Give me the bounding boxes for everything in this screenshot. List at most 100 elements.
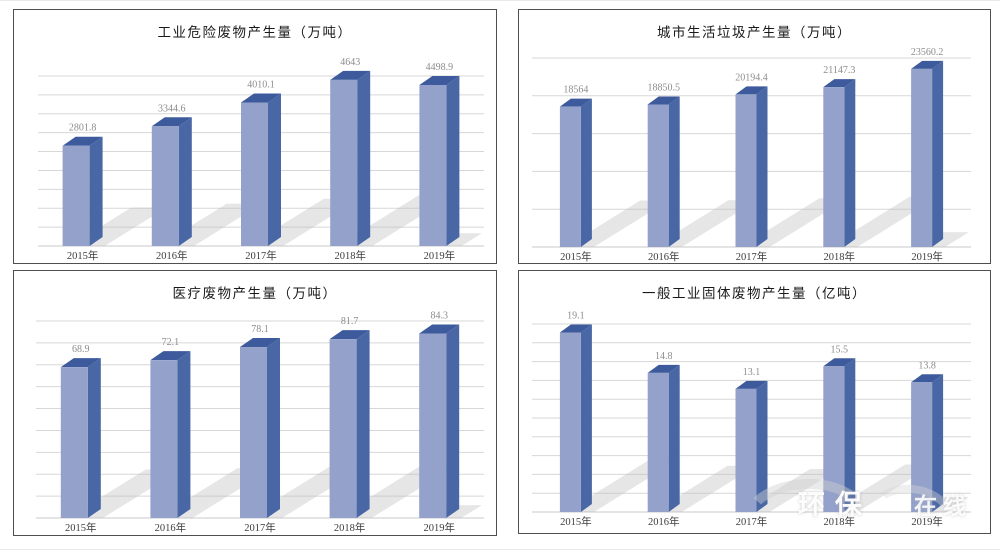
x-axis-label: 2015年: [67, 249, 99, 262]
bar-front: [735, 94, 757, 247]
bar-value-label: 78.1: [251, 324, 269, 335]
bar-front: [240, 347, 267, 518]
bar-front: [735, 388, 757, 512]
x-axis-label: 2017年: [736, 515, 768, 528]
x-axis-label: 2019年: [423, 521, 455, 534]
bar-side: [756, 86, 768, 247]
bar-value-label: 20194.4: [735, 72, 768, 83]
x-axis-label: 2016年: [156, 249, 188, 262]
bar-side: [932, 60, 944, 247]
bar-side: [177, 351, 191, 518]
bar-side: [668, 96, 680, 247]
chart-panel-industrial-hazardous-waste: 工业危险废物产生量（万吨） 2801.8 2015年 3344.6 2016年 4010…: [13, 9, 497, 264]
x-axis-label: 2017年: [244, 521, 276, 534]
chart-plot: 68.9 2015年 72.1 2016年 78.1 2017年 81.7 2018年 84.3…: [36, 310, 484, 534]
chart-title: 城市生活垃圾产生量（万吨）: [657, 25, 852, 40]
bar-front: [823, 366, 845, 512]
chart-panel-general-industrial-solid-waste: 一般工业固体废物产生量（亿吨） 19.1 2015年 14.8 2016年 13.1 20…: [518, 270, 991, 534]
bar-top: [823, 79, 856, 88]
bar-value-label: 72.1: [162, 337, 180, 348]
bar-top: [151, 117, 192, 127]
bar-front: [911, 68, 933, 247]
bar-front: [60, 367, 88, 518]
bar-front: [559, 332, 581, 512]
bar-top: [735, 86, 768, 95]
bar-side: [932, 374, 944, 512]
bar-front: [150, 360, 178, 518]
bar-top: [559, 324, 592, 333]
x-axis-label: 2016年: [648, 515, 680, 528]
bar-top: [647, 96, 680, 105]
bar-value-label: 15.5: [831, 344, 849, 355]
chart-panel-medical-waste: 医疗废物产生量（万吨） 68.9 2015年 72.1 2016年 78.1 2017年 8…: [13, 270, 497, 536]
bar-value-label: 3344.6: [158, 103, 186, 114]
bar-top: [419, 324, 460, 334]
bar-side: [580, 324, 592, 512]
bar-front: [419, 333, 447, 518]
chart-title: 工业危险废物产生量（万吨）: [157, 25, 353, 40]
chart-panel-municipal-solid-waste: 城市生活垃圾产生量（万吨） 18564 2015年 18850.5 2016年 2019…: [518, 9, 991, 264]
chart-title: 医疗废物产生量（万吨）: [172, 286, 338, 301]
bar-side: [89, 136, 103, 246]
bar-top: [330, 70, 371, 80]
bar-side: [446, 75, 460, 246]
bar-front: [559, 106, 581, 247]
bar-shadow: [828, 196, 939, 247]
bar-top: [150, 351, 191, 361]
x-axis-label: 2018年: [334, 249, 366, 262]
x-axis-label: 2019年: [424, 249, 456, 262]
chart-plot: 19.1 2015年 14.8 2016年 13.1 2017年 15.5 2018年 13.8…: [532, 310, 971, 528]
bar-side: [844, 358, 856, 512]
bar-value-label: 13.8: [918, 360, 936, 371]
bar-side: [580, 98, 592, 247]
bar-side: [844, 79, 856, 248]
bar-value-label: 13.1: [743, 367, 761, 378]
bar-value-label: 21147.3: [823, 65, 855, 76]
bar-side: [178, 117, 192, 246]
bar-value-label: 84.3: [430, 310, 448, 321]
bar-top: [735, 380, 768, 389]
bar-value-label: 18850.5: [647, 82, 680, 93]
x-axis-label: 2018年: [824, 515, 856, 528]
bar-side: [668, 364, 680, 512]
bar-front: [62, 145, 90, 246]
bar-side: [268, 93, 281, 247]
bar-front: [647, 372, 669, 512]
x-axis-label: 2018年: [824, 250, 856, 263]
bar-top: [329, 330, 370, 340]
x-axis-label: 2019年: [911, 515, 943, 528]
bar-front: [823, 87, 845, 248]
bar-value-label: 14.8: [655, 351, 673, 362]
bar-front: [419, 84, 447, 246]
x-axis-label: 2015年: [560, 515, 592, 528]
bar-front: [241, 102, 268, 247]
bar-side: [87, 358, 101, 518]
x-axis-label: 2018年: [334, 521, 366, 534]
bar-top: [62, 136, 103, 146]
bar-top: [647, 364, 680, 373]
bar-front: [329, 339, 357, 518]
x-axis-label: 2019年: [911, 250, 943, 263]
chart-title: 一般工业固体废物产生量（亿吨）: [642, 286, 867, 301]
x-axis-label: 2017年: [245, 249, 277, 262]
bar-side: [267, 338, 280, 518]
x-axis-label: 2016年: [648, 250, 680, 263]
bar-top: [60, 358, 101, 368]
bar-value-label: 4010.1: [247, 79, 275, 90]
bar-value-label: 68.9: [72, 344, 90, 355]
bar-value-label: 4643: [340, 57, 360, 68]
bar-value-label: 81.7: [341, 316, 359, 327]
bar-front: [151, 126, 179, 246]
bar-value-label: 19.1: [567, 310, 585, 321]
x-axis-label: 2015年: [560, 250, 592, 263]
bar-front: [911, 382, 933, 512]
bar-shadow: [740, 198, 849, 247]
bar-front: [647, 104, 669, 247]
bar-top: [241, 93, 281, 103]
bar-side: [756, 380, 768, 512]
bar-side: [446, 324, 460, 518]
bar-value-label: 2801.8: [69, 123, 97, 134]
bar-value-label: 18564: [563, 85, 588, 96]
x-axis-label: 2017年: [736, 250, 768, 263]
bar-value-label: 23560.2: [911, 47, 944, 58]
